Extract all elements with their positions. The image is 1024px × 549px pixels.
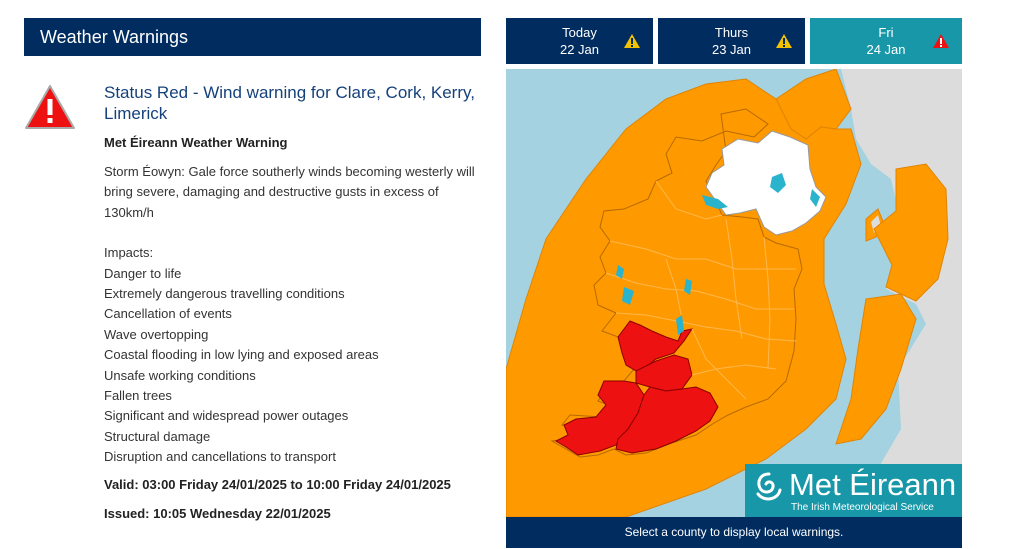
tab-thurs[interactable]: Thurs 23 Jan (658, 18, 805, 64)
warning-description: Storm Éowyn: Gale force southerly winds … (104, 164, 475, 220)
warning-red-icon (933, 34, 949, 48)
impacts-list: Danger to life Extremely dangerous trave… (104, 264, 482, 468)
tab-date-label: 24 Jan (866, 42, 906, 57)
valid-period: Valid: 03:00 Friday 24/01/2025 to 10:00 … (104, 477, 451, 492)
tab-day-label: Thurs (714, 25, 749, 40)
warning-title: Status Red - Wind warning for Clare, Cor… (104, 83, 475, 123)
strangford-lough (810, 189, 820, 207)
impact-item: Fallen trees (104, 388, 172, 404)
red-county-limerick[interactable] (635, 354, 693, 392)
page-title: Weather Warnings (24, 18, 481, 56)
warning-source: Met Éireann Weather Warning (104, 135, 288, 150)
map-svg (506, 69, 962, 517)
issued-time: Issued: 10:05 Wednesday 22/01/2025 (104, 506, 331, 521)
red-warning-icon (25, 85, 75, 129)
warning-map[interactable] (506, 69, 962, 517)
lough-derg (676, 315, 684, 335)
swirl-logo-icon (756, 472, 782, 501)
logo-name: Met Éireann (789, 467, 957, 502)
impact-item: Cancellation of events (104, 306, 232, 322)
tab-fri[interactable]: Fri 24 Jan (810, 18, 962, 64)
tab-day-label: Fri (878, 25, 894, 40)
impact-item: Extremely dangerous travelling condition… (104, 286, 345, 302)
tab-date-label: 22 Jan (559, 42, 600, 57)
lough-mask (616, 265, 624, 279)
lough-neagh (770, 173, 786, 193)
south-west-warning-area (835, 293, 917, 445)
red-county-cork[interactable] (615, 386, 719, 454)
impact-item: Disruption and cancellations to transpor… (104, 449, 336, 465)
ireland-land (550, 108, 803, 458)
met-eireann-logo: Met Éireann The Irish Meteorological Ser… (745, 464, 962, 517)
county-borders (605, 180, 797, 400)
impact-item: Significant and widespread power outages (104, 408, 349, 424)
red-county-clare[interactable] (617, 320, 694, 372)
warning-yellow-icon (624, 34, 640, 48)
warning-yellow-icon (776, 34, 792, 48)
tab-today[interactable]: Today 22 Jan (506, 18, 653, 64)
tab-date-label: 23 Jan (711, 42, 752, 57)
lough-corrib (622, 287, 634, 305)
impacts-heading: Impacts: (104, 245, 154, 261)
logo-tagline: The Irish Meteorological Service (791, 502, 934, 513)
warning-body: Storm Éowyn: Gale force southerly winds … (104, 162, 482, 468)
northern-ireland-land (705, 130, 827, 236)
tab-day-label: Today (562, 25, 597, 40)
impact-item: Unsafe working conditions (104, 367, 256, 383)
impact-item: Coastal flooding in low lying and expose… (104, 347, 379, 363)
impact-item: Structural damage (104, 428, 211, 444)
lough-erne (702, 195, 728, 209)
map-footer-hint: Select a county to display local warning… (506, 517, 962, 548)
impact-item: Wave overtopping (104, 326, 209, 342)
impact-item: Danger to life (104, 265, 182, 281)
wales-england-warning-area (873, 163, 949, 302)
lough-ree (684, 279, 692, 295)
